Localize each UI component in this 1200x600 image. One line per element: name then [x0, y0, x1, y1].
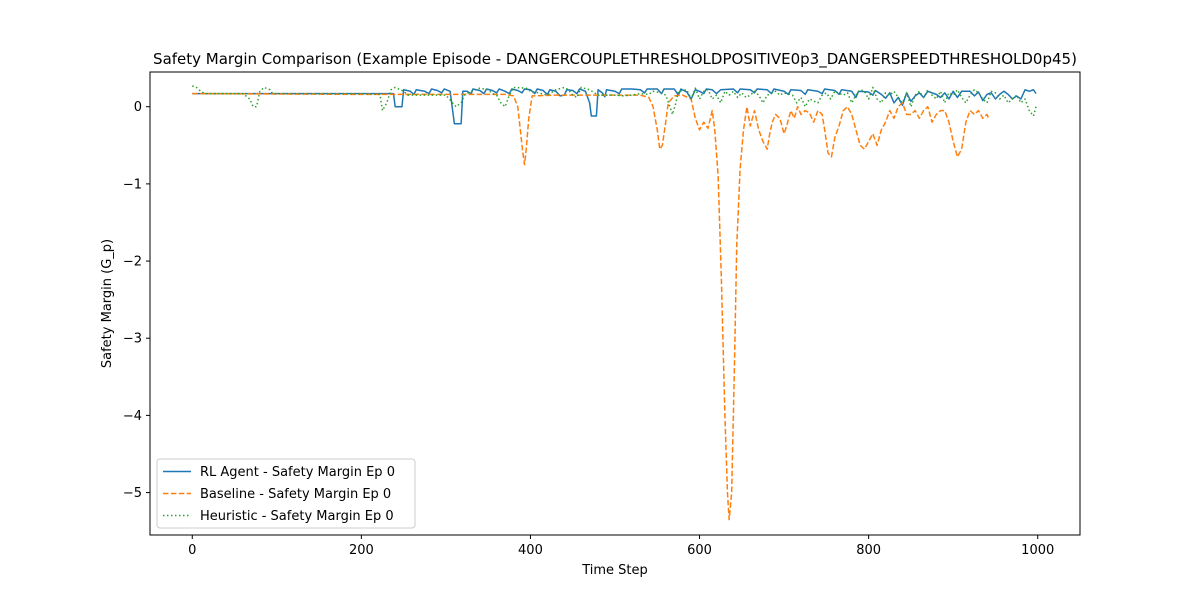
x-tick-label: 400 — [518, 543, 543, 558]
series-line-heuristic — [192, 85, 1037, 117]
y-axis-ticks: 0 −1 −2 −3 −4 −5 — [123, 100, 150, 501]
series-layer — [192, 85, 1037, 521]
y-tick-label: −4 — [123, 409, 142, 424]
x-tick-label: 800 — [856, 543, 881, 558]
plot-frame — [149, 71, 1081, 536]
y-tick-label: −1 — [123, 177, 142, 192]
legend-label-rl-agent: RL Agent - Safety Margin Ep 0 — [200, 465, 395, 480]
plot-area: 0 200 400 600 800 1000 0 −1 −2 −3 −4 −5 — [123, 71, 1081, 558]
y-tick-label: −2 — [123, 255, 142, 270]
legend-frame — [156, 458, 416, 529]
series-line-baseline — [192, 92, 990, 521]
y-tick-label: −5 — [123, 486, 142, 501]
legend-label-baseline: Baseline - Safety Margin Ep 0 — [200, 487, 391, 502]
legend-label-heuristic: Heuristic - Safety Margin Ep 0 — [200, 509, 394, 524]
legend: RL Agent - Safety Margin Ep 0 Baseline -… — [156, 458, 416, 529]
y-tick-label: −3 — [123, 332, 142, 347]
x-tick-label: 1000 — [1021, 543, 1054, 558]
x-tick-label: 600 — [687, 543, 712, 558]
y-axis-label: Safety Margin (G_p) — [100, 239, 115, 368]
x-axis-label: Time Step — [581, 563, 648, 578]
chart-title: Safety Margin Comparison (Example Episod… — [153, 50, 1077, 69]
x-axis-ticks: 0 200 400 600 800 1000 — [188, 535, 1054, 558]
y-tick-label: 0 — [134, 100, 142, 115]
x-tick-label: 200 — [349, 543, 374, 558]
x-tick-label: 0 — [188, 543, 196, 558]
